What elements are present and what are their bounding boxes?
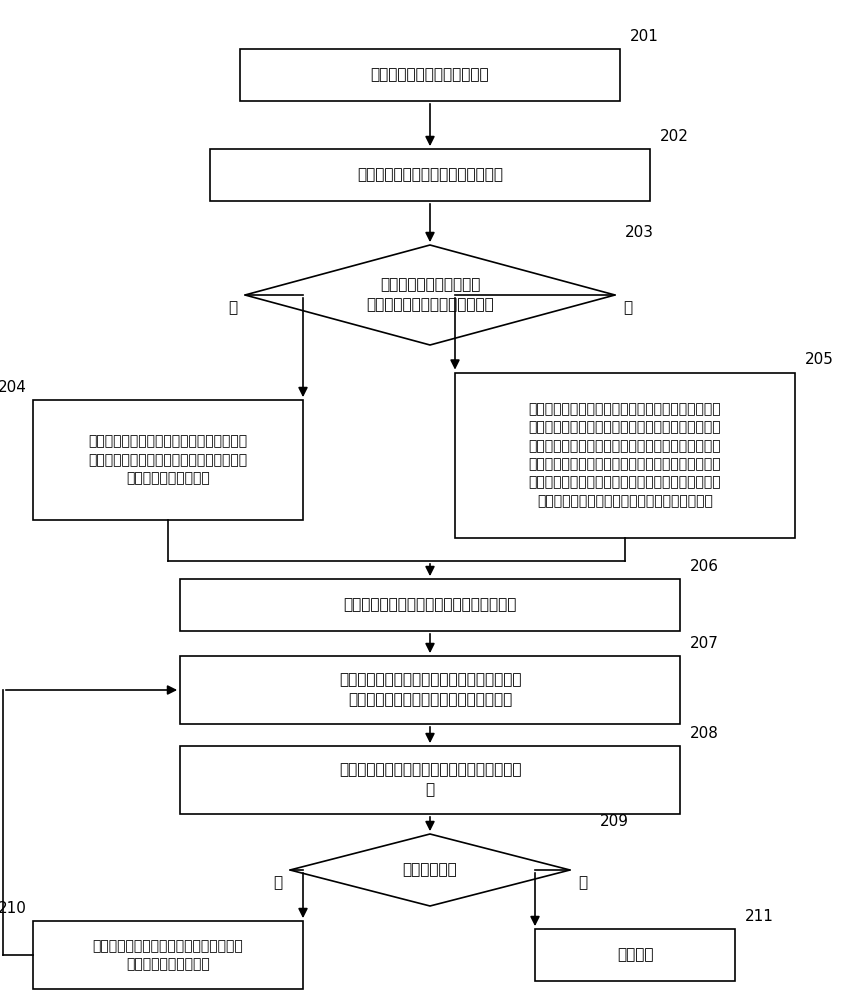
Text: 205: 205 (805, 353, 834, 367)
FancyBboxPatch shape (33, 921, 303, 989)
FancyBboxPatch shape (240, 49, 620, 101)
Text: 故事是否结束: 故事是否结束 (403, 862, 457, 878)
FancyBboxPatch shape (455, 372, 795, 538)
Text: 203: 203 (625, 225, 654, 240)
Text: 是: 是 (228, 300, 237, 315)
Text: 确定所述当前待朗读的故事片段所对应的角色
信息，并获取该角色信息对应音色的语音: 确定所述当前待朗读的故事片段所对应的角色 信息，并获取该角色信息对应音色的语音 (338, 673, 521, 707)
Text: 从本地获取每一个角色信息所对应音色的语
音，建立并保存每一个角色信息与其所对应
音色的语音的对应关系: 从本地获取每一个角色信息所对应音色的语 音，建立并保存每一个角色信息与其所对应 … (88, 435, 247, 485)
FancyBboxPatch shape (210, 149, 650, 201)
FancyBboxPatch shape (33, 400, 303, 520)
Text: 208: 208 (690, 726, 719, 741)
Text: 204: 204 (0, 380, 27, 395)
Text: 201: 201 (630, 29, 659, 44)
Text: 获取第一角色信息与第二角色信息，从网络获取各个
第一角色信息所对应的声纹数据，根据所述声纹数据
生成对应音色的语音，建立并保存每一个第一角色信
息与其所对应音色: 获取第一角色信息与第二角色信息，从网络获取各个 第一角色信息所对应的声纹数据，根… (528, 402, 722, 508)
Text: 判断本地是否存储有所述
各个角色信息所对应音色的语音: 判断本地是否存储有所述 各个角色信息所对应音色的语音 (366, 278, 494, 312)
Text: 206: 206 (690, 559, 719, 574)
FancyBboxPatch shape (180, 656, 680, 724)
Text: 获取包含故事内容的文本文件: 获取包含故事内容的文本文件 (371, 68, 490, 83)
Text: 202: 202 (660, 129, 689, 144)
Polygon shape (290, 834, 570, 906)
FancyBboxPatch shape (535, 929, 735, 981)
Text: 否: 否 (623, 300, 632, 315)
Text: 提取所述故事内容中的各个角色信息: 提取所述故事内容中的各个角色信息 (357, 167, 503, 182)
Text: 结束朗读: 结束朗读 (617, 948, 653, 962)
Text: 207: 207 (690, 636, 719, 651)
Text: 否: 否 (273, 875, 282, 890)
Polygon shape (245, 245, 615, 345)
Text: 获取下一故事片段，并将所述下一故事片
段作为当前待朗读片段: 获取下一故事片段，并将所述下一故事片 段作为当前待朗读片段 (93, 939, 243, 971)
Text: 是: 是 (578, 875, 587, 890)
Text: 209: 209 (600, 814, 629, 829)
Text: 确定所述故事内容中当前待朗读的故事片段: 确定所述故事内容中当前待朗读的故事片段 (344, 597, 516, 612)
FancyBboxPatch shape (180, 746, 680, 814)
Text: 211: 211 (745, 909, 774, 924)
FancyBboxPatch shape (180, 579, 680, 631)
Text: 210: 210 (0, 901, 27, 916)
Text: 基于该角色信息对应音色的语音朗读该故事片
段: 基于该角色信息对应音色的语音朗读该故事片 段 (338, 763, 521, 797)
